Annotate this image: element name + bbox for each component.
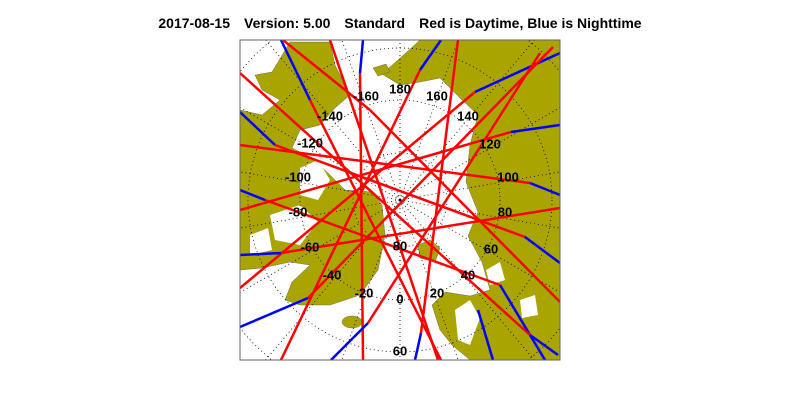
- meridian-line: [399, 107, 560, 201]
- longitude-label: -80: [289, 204, 308, 219]
- latitude-label: 60: [393, 343, 407, 358]
- longitude-label: -60: [301, 239, 320, 254]
- land-eurasia: [381, 40, 560, 360]
- nighttime-track: [510, 123, 560, 134]
- nighttime-track: [240, 296, 309, 329]
- longitude-label: 80: [498, 204, 512, 219]
- nighttime-track: [498, 284, 547, 360]
- longitude-label: 20: [430, 285, 444, 300]
- longitude-label: -40: [323, 267, 342, 282]
- land-iceland: [341, 315, 363, 329]
- meridian-line: [265, 40, 401, 201]
- latitude-label: 80: [393, 238, 407, 253]
- longitude-label: -140: [317, 108, 343, 123]
- nighttime-track: [240, 111, 276, 146]
- satellite-tracks: [240, 40, 560, 360]
- chart-title: 2017-08-15 Version: 5.00 Standard Red is Da…: [0, 15, 800, 31]
- daytime-track: [279, 69, 422, 360]
- daytime-track: [369, 109, 560, 303]
- longitude-label: 0: [396, 291, 403, 306]
- meridian-line: [399, 199, 535, 360]
- daytime-track: [240, 91, 476, 289]
- map-frame: [239, 39, 561, 361]
- nighttime-track: [413, 332, 423, 360]
- nighttime-track: [474, 51, 560, 94]
- title-date: 2017-08-15: [158, 15, 231, 31]
- nighttime-track: [476, 309, 495, 360]
- longitude-label: 60: [484, 241, 498, 256]
- longitude-label: 140: [457, 108, 479, 123]
- latitude-circle: [247, 47, 553, 353]
- title-version: Version: 5.00: [244, 15, 331, 31]
- nighttime-track: [330, 322, 369, 360]
- longitude-label: 180: [389, 81, 411, 96]
- longitude-label: 160: [426, 88, 448, 103]
- meridian-line: [341, 199, 401, 360]
- longitude-label: 40: [461, 267, 475, 282]
- title-legend: Red is Daytime, Blue is Nighttime: [419, 15, 642, 31]
- longitude-label: -20: [355, 285, 374, 300]
- daytime-track: [419, 40, 460, 334]
- land-wrangel: [372, 63, 391, 77]
- longitude-label: -160: [353, 88, 379, 103]
- nighttime-track: [418, 40, 443, 71]
- nighttime-track: [529, 333, 559, 357]
- daytime-track: [366, 52, 542, 324]
- nighttime-track: [358, 40, 365, 74]
- meridian-line: [341, 40, 401, 201]
- daytime-track: [280, 206, 560, 255]
- meridian-line: [240, 107, 401, 201]
- title-mode: Standard: [344, 15, 406, 31]
- nighttime-track: [240, 188, 266, 202]
- longitude-label: 120: [479, 136, 501, 151]
- longitude-label: -120: [297, 135, 323, 150]
- meridian-line: [399, 40, 459, 201]
- daytime-track: [282, 40, 371, 111]
- meridian-line: [399, 40, 535, 201]
- nighttime-track: [524, 235, 560, 265]
- longitude-label: -100: [285, 169, 311, 184]
- nighttime-track: [279, 40, 312, 101]
- north-pole-marker: [398, 198, 402, 202]
- nighttime-track: [240, 251, 282, 257]
- daytime-track: [358, 72, 365, 360]
- nighttime-track: [529, 181, 560, 197]
- meridian-line: [399, 199, 560, 293]
- daytime-track: [240, 143, 531, 185]
- meridian-line: [265, 199, 401, 360]
- daytime-track: [274, 143, 526, 239]
- longitude-label: 100: [497, 169, 519, 184]
